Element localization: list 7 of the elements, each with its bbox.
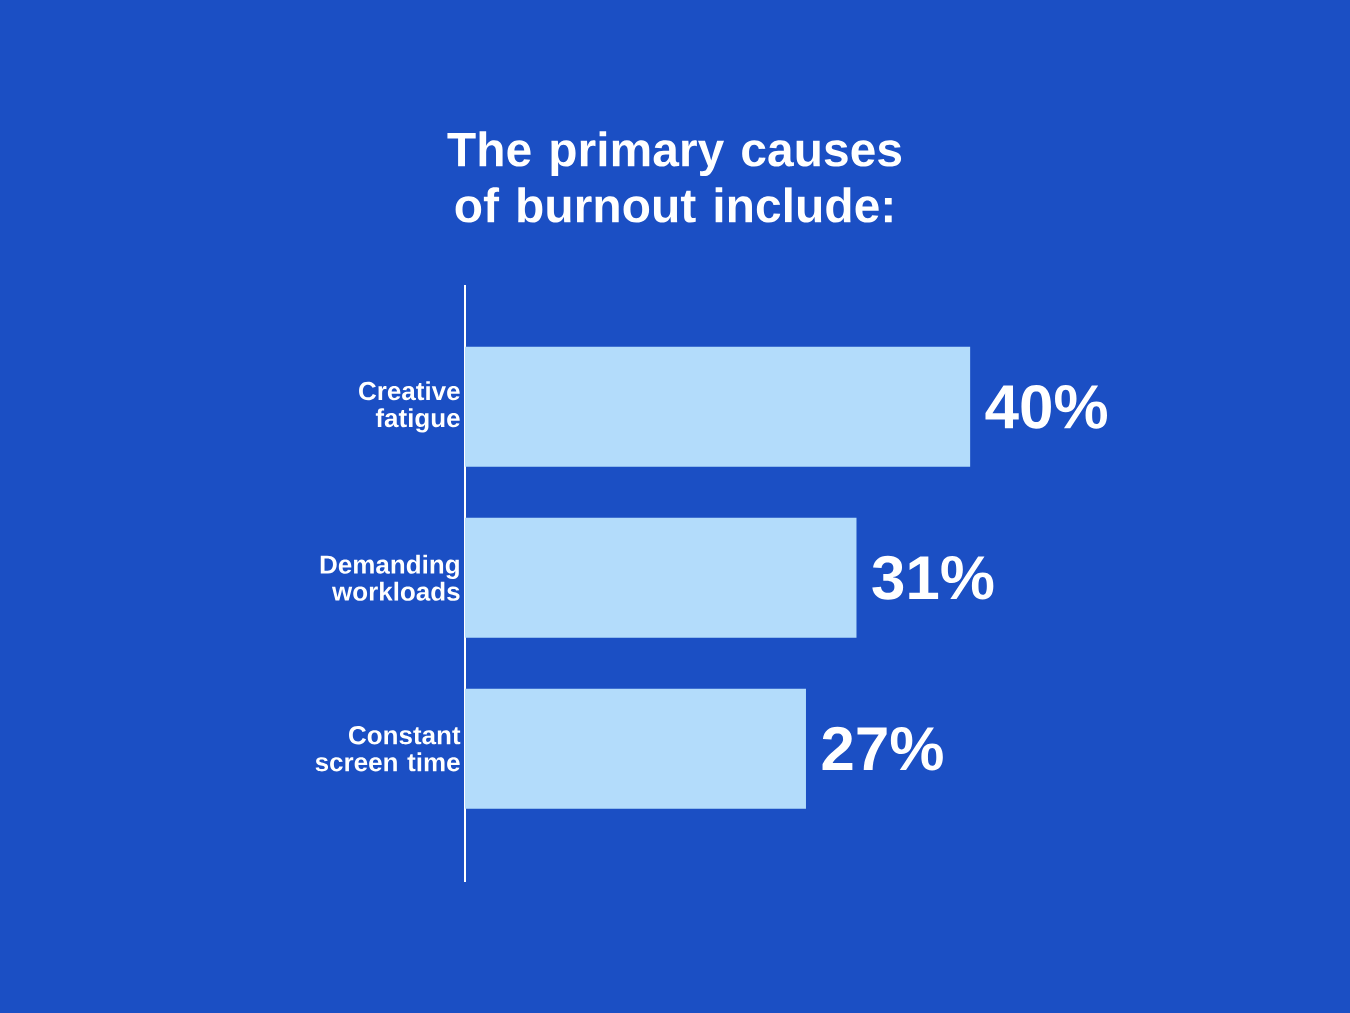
y-tick-label: Constant screen time	[315, 725, 461, 772]
y-tick-label: Creative fatigue	[359, 381, 460, 433]
data-label: 31%	[872, 555, 994, 600]
data-label: 40%	[985, 384, 1107, 429]
chart-title: The primary causes of burnout include:	[447, 131, 902, 223]
data-label: 27%	[822, 726, 943, 771]
y-tick-label: Demanding workloads	[320, 554, 460, 601]
